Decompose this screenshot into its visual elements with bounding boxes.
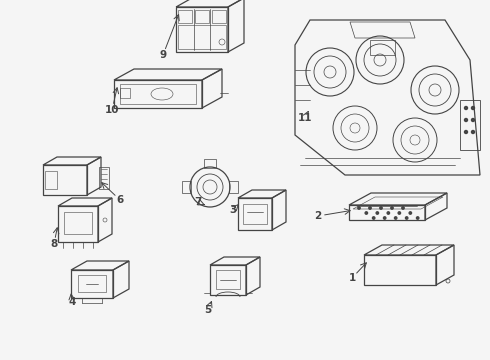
Text: 6: 6 — [117, 195, 123, 205]
Circle shape — [409, 212, 412, 214]
Circle shape — [369, 207, 371, 209]
Circle shape — [465, 107, 467, 109]
Circle shape — [471, 118, 474, 122]
Text: 4: 4 — [68, 297, 75, 307]
Circle shape — [372, 217, 375, 219]
Circle shape — [405, 217, 408, 219]
Text: 1: 1 — [348, 273, 356, 283]
Circle shape — [365, 212, 368, 214]
Text: 5: 5 — [204, 305, 212, 315]
Text: 3: 3 — [229, 205, 237, 215]
Circle shape — [394, 217, 397, 219]
Text: 11: 11 — [298, 113, 312, 123]
Text: 2: 2 — [315, 211, 321, 221]
Circle shape — [465, 131, 467, 134]
Circle shape — [465, 118, 467, 122]
Circle shape — [416, 217, 419, 219]
Circle shape — [376, 212, 379, 214]
Text: 7: 7 — [195, 197, 202, 207]
Circle shape — [391, 207, 393, 209]
Text: 10: 10 — [105, 105, 119, 115]
Text: 9: 9 — [159, 50, 167, 60]
Circle shape — [380, 207, 382, 209]
Circle shape — [402, 207, 404, 209]
Text: 8: 8 — [50, 239, 58, 249]
Circle shape — [358, 207, 360, 209]
Circle shape — [471, 131, 474, 134]
Circle shape — [387, 212, 390, 214]
Circle shape — [471, 107, 474, 109]
Circle shape — [384, 217, 386, 219]
Circle shape — [398, 212, 400, 214]
